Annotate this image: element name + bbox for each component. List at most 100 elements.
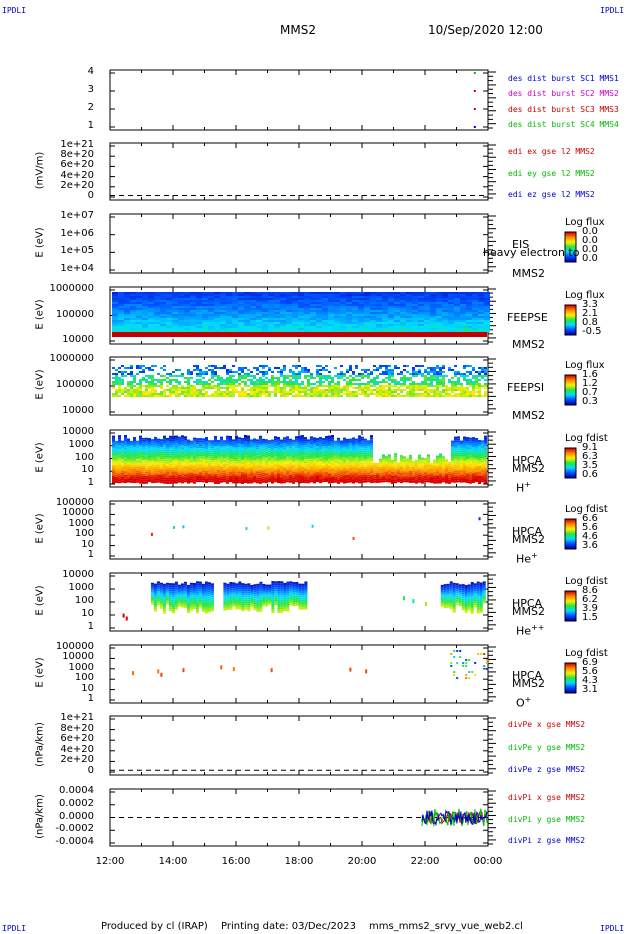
feepsi-cell <box>220 395 223 397</box>
feepse-cell <box>364 322 370 324</box>
feepsi-cell <box>328 391 331 393</box>
colorbar-band <box>565 465 576 467</box>
hplus-cell <box>244 455 247 458</box>
hplus-cell <box>232 475 235 478</box>
feepsi-cell <box>205 383 208 385</box>
feepse-cell <box>148 296 154 298</box>
hplus-cell <box>172 449 175 452</box>
colorbar-band <box>565 686 576 688</box>
feepse-cell <box>400 326 406 328</box>
feepsi-cell <box>223 387 226 389</box>
colorbar-band <box>565 594 576 596</box>
colorbar-band <box>565 678 576 680</box>
feepsi-cell <box>427 389 430 391</box>
feepsi-cell <box>214 379 217 381</box>
hplus-cell <box>145 437 148 440</box>
feepse-cell <box>166 296 172 298</box>
feepse-cell <box>208 310 214 312</box>
feepse-cell <box>376 300 382 302</box>
hplus-cell <box>163 441 166 444</box>
feepsi-cell <box>475 381 478 383</box>
feepse-cell <box>136 318 142 320</box>
hplus-cell <box>289 440 292 443</box>
hplus-cell <box>274 444 277 447</box>
feepse-cell <box>346 292 352 294</box>
feepse-cell <box>364 326 370 328</box>
feepsi-cell <box>130 375 133 377</box>
hplus-cell <box>151 469 154 472</box>
feepsi-cell <box>112 367 115 369</box>
feepse-cell <box>166 300 172 302</box>
feepsi-cell <box>265 387 268 389</box>
feepsi-cell <box>418 389 421 391</box>
feepse-cell <box>412 314 418 316</box>
feepse-cell <box>136 326 142 328</box>
hplus-cell <box>169 479 172 482</box>
feepsi-cell <box>298 389 301 391</box>
colorbar-band <box>565 326 576 328</box>
hplus-cell <box>259 467 262 470</box>
hplus-cell <box>133 473 136 476</box>
feepse-cell <box>424 326 430 328</box>
hplus-cell <box>259 447 262 450</box>
feepse-cell <box>238 312 244 314</box>
hplus-cell <box>145 443 148 446</box>
hplus-cell <box>301 465 304 468</box>
feepsi-cell <box>478 375 481 377</box>
feepsi-cell <box>364 391 367 393</box>
feepse-cell <box>154 296 160 298</box>
feepsi-cell <box>436 389 439 391</box>
feepsi-cell <box>208 365 211 367</box>
hplus-cell <box>232 479 235 482</box>
hplus-cell <box>304 439 307 442</box>
hplus-cell <box>178 438 181 441</box>
hplus-cell <box>238 439 241 442</box>
feepsi-cell <box>196 369 199 371</box>
hplus-cell <box>175 437 178 440</box>
feepsi-cell <box>307 369 310 371</box>
hplus-cell <box>319 479 322 482</box>
hplus-cell <box>196 478 199 481</box>
hplus-cell <box>124 447 127 450</box>
feepse-cell <box>292 316 298 318</box>
hplus-cell <box>226 437 229 440</box>
feepsi-cell <box>364 383 367 385</box>
feepsi-cell <box>274 383 277 385</box>
feepse-cell <box>304 300 310 302</box>
colorbar-band <box>565 599 576 601</box>
feepse-cell <box>154 330 160 332</box>
feepse-cell <box>226 308 232 310</box>
feepsi-cell <box>448 393 451 395</box>
feepse-cell <box>280 312 286 314</box>
feepsi-cell <box>424 377 427 379</box>
feepsi-cell <box>445 385 448 387</box>
hplus-cell <box>196 458 199 461</box>
hplus-cell <box>175 441 178 444</box>
hplus-cell <box>298 469 301 472</box>
hplus-cell <box>253 450 256 453</box>
hplus-cell <box>283 455 286 458</box>
colorbar-band <box>565 523 576 525</box>
feepsi-cell <box>439 381 442 383</box>
hplus-cell <box>316 460 319 463</box>
hplus-cell <box>160 471 163 474</box>
feepsi-cell <box>418 387 421 389</box>
feepsi-cell <box>112 387 115 389</box>
hplus-cell <box>169 459 172 462</box>
hplus-cell <box>136 448 139 451</box>
feepsi-cell <box>193 365 196 367</box>
hplus-cell <box>157 464 160 467</box>
feepse-cell <box>406 292 412 294</box>
feepsi-cell <box>259 379 262 381</box>
feepsi-cell <box>220 387 223 389</box>
feepse-cell <box>220 300 226 302</box>
feepsi-cell <box>193 389 196 391</box>
feepse-cell <box>484 314 490 316</box>
hplus-cell <box>142 437 145 440</box>
hplus-cell <box>136 452 139 455</box>
feepse-cell <box>280 324 286 326</box>
corner-label-top-right: IPDLI <box>600 6 625 15</box>
hplus-cell <box>181 463 184 466</box>
hplus-cell <box>301 449 304 452</box>
hplus-cell <box>238 447 241 450</box>
